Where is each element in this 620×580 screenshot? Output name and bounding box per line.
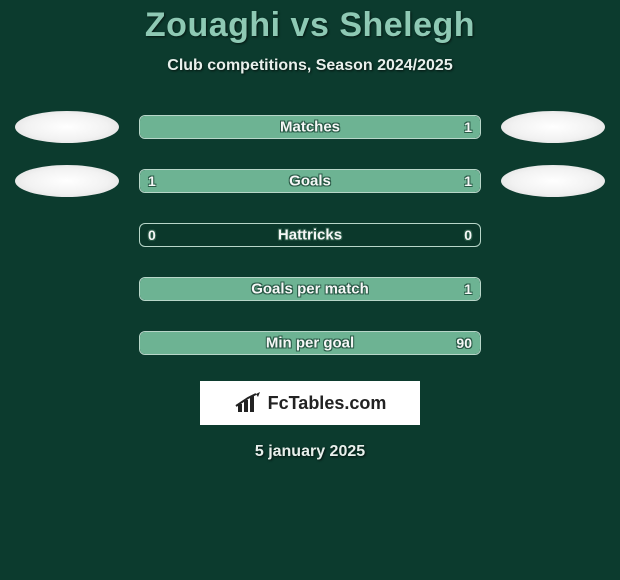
stat-bar: Goals per match1 — [139, 277, 481, 301]
stat-label: Hattricks — [140, 227, 480, 244]
stat-bar: Min per goal90 — [139, 331, 481, 355]
stat-row: Min per goal90 — [0, 327, 620, 359]
date-text: 5 january 2025 — [0, 443, 620, 461]
chart-icon — [234, 392, 262, 414]
page-subtitle: Club competitions, Season 2024/2025 — [0, 57, 620, 75]
stat-bar: Goals11 — [139, 169, 481, 193]
player-badge-left — [15, 165, 119, 197]
site-logo[interactable]: FcTables.com — [200, 381, 420, 425]
player-badge-right — [501, 111, 605, 143]
logo-text: FcTables.com — [268, 393, 387, 414]
stat-bar: Hattricks0 0 — [139, 223, 481, 247]
stat-bar-fill-right — [140, 116, 480, 138]
player-badge-right — [501, 165, 605, 197]
stat-bar-fill-right — [140, 278, 480, 300]
stat-row: Matches1 — [0, 111, 620, 143]
stat-value-right: 0 — [464, 227, 472, 243]
stat-bar-fill-right — [310, 170, 480, 192]
stat-row: Hattricks0 0 — [0, 219, 620, 251]
stat-rows-container: Matches1 Goals11 Hattricks0 0 Goals per matc… — [0, 111, 620, 359]
stat-row: Goals per match1 — [0, 273, 620, 305]
stat-bar: Matches1 — [139, 115, 481, 139]
stat-value-left: 0 — [148, 227, 156, 243]
stat-row: Goals11 — [0, 165, 620, 197]
stat-bar-fill-right — [140, 332, 480, 354]
page-title: Zouaghi vs Shelegh — [0, 6, 620, 45]
stat-bar-fill-left — [140, 170, 310, 192]
player-badge-left — [15, 111, 119, 143]
comparison-widget: Zouaghi vs Shelegh Club competitions, Se… — [0, 0, 620, 461]
